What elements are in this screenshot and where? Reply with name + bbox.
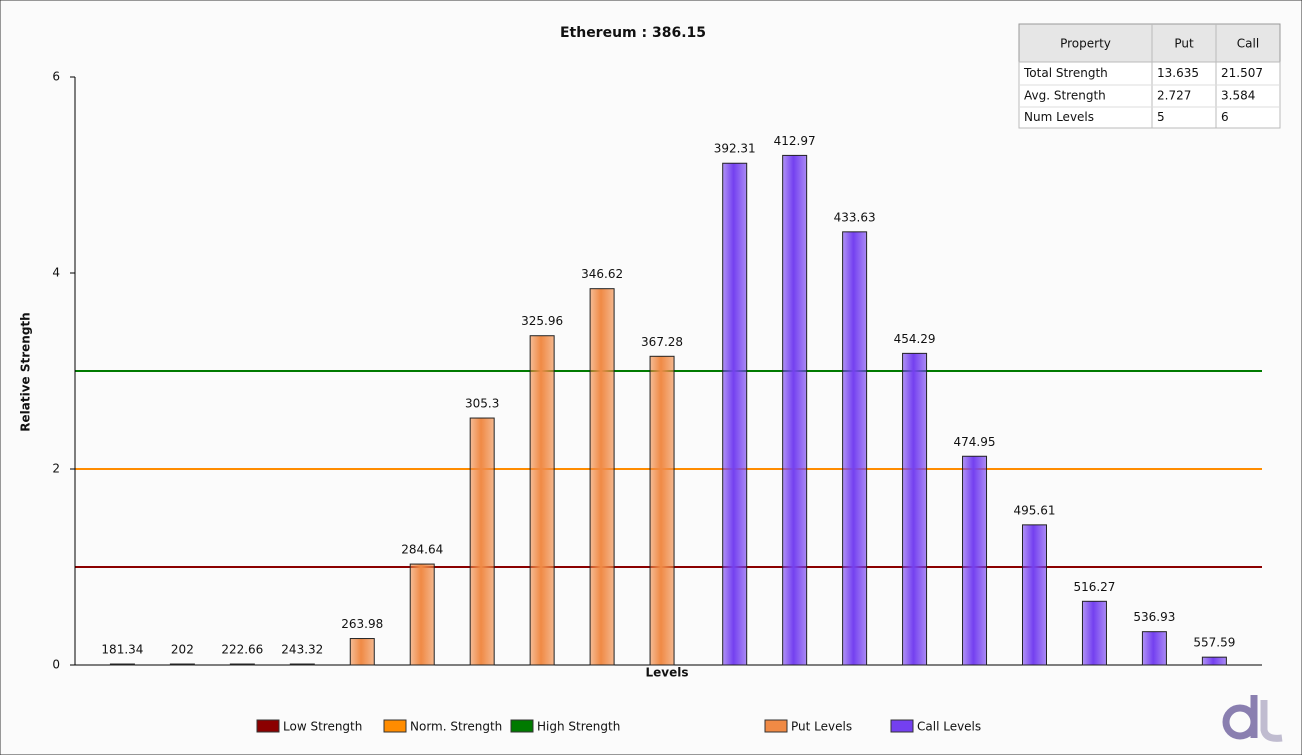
bar xyxy=(169,663,195,666)
bar xyxy=(782,154,808,666)
table-cell: Avg. Strength xyxy=(1024,89,1106,103)
legend-swatch xyxy=(256,719,280,733)
bar xyxy=(1141,631,1167,666)
bar-level-label: 536.93 xyxy=(1133,610,1175,624)
bar xyxy=(109,663,135,666)
table-header: Property xyxy=(1060,37,1111,51)
legend-swatch xyxy=(890,719,914,733)
bar xyxy=(842,231,868,666)
legend-label: Call Levels xyxy=(917,720,981,734)
y-tick-label: 2 xyxy=(52,462,60,476)
bar-level-label: 367.28 xyxy=(641,335,683,349)
legend-swatch xyxy=(764,719,788,733)
y-axis-label: Relative Strength xyxy=(19,312,33,431)
x-axis-label: Levels xyxy=(645,666,688,680)
bar-level-label: 516.27 xyxy=(1073,580,1115,594)
bar xyxy=(1021,524,1047,666)
chart-title: Ethereum : 386.15 xyxy=(560,25,706,41)
bar-level-label: 222.66 xyxy=(221,643,263,657)
table-cell: Num Levels xyxy=(1024,110,1094,124)
table-header: Put xyxy=(1174,37,1194,51)
bar-level-label: 392.31 xyxy=(714,142,756,156)
bar xyxy=(902,352,928,666)
table-cell: 6 xyxy=(1221,110,1229,124)
table-cell: 5 xyxy=(1157,110,1165,124)
table-header-bg xyxy=(1018,23,1281,63)
bar xyxy=(349,638,375,666)
table-cell: 3.584 xyxy=(1221,89,1255,103)
bar xyxy=(409,563,435,666)
property-table: Property Put Call Total Strength 13.635 21.50… xyxy=(1018,23,1281,129)
bar-level-label: 243.32 xyxy=(281,643,323,657)
bar-level-label: 263.98 xyxy=(341,617,383,631)
bar-level-label: 202 xyxy=(171,643,194,657)
logo xyxy=(1222,695,1283,742)
bar xyxy=(962,455,988,666)
legend-swatch xyxy=(510,719,534,733)
bar xyxy=(649,355,675,666)
table-cell: 2.727 xyxy=(1157,89,1191,103)
table-body-bg xyxy=(1018,61,1281,129)
bar xyxy=(589,288,615,666)
bar-level-label: 346.62 xyxy=(581,267,623,281)
bar-level-label: 325.96 xyxy=(521,314,563,328)
legend-label: Norm. Strength xyxy=(410,720,502,734)
bar xyxy=(1201,656,1227,666)
bar-level-label: 557.59 xyxy=(1193,636,1235,650)
bar-level-label: 305.3 xyxy=(465,397,499,411)
bar xyxy=(1081,600,1107,666)
bar-level-label: 412.97 xyxy=(774,134,816,148)
bar-level-label: 495.61 xyxy=(1013,503,1055,517)
bar-level-label: 454.29 xyxy=(894,332,936,346)
legend-label: Low Strength xyxy=(283,720,362,734)
legend-swatch xyxy=(383,719,407,733)
legend-label: High Strength xyxy=(537,720,620,734)
table-cell: 21.507 xyxy=(1221,66,1263,80)
bar-level-label: 284.64 xyxy=(401,543,443,557)
bar xyxy=(229,663,255,666)
bar-level-label: 474.95 xyxy=(954,435,996,449)
table-cell: 13.635 xyxy=(1157,66,1199,80)
y-tick-label: 6 xyxy=(52,70,60,84)
table-cell: Total Strength xyxy=(1023,66,1108,80)
y-tick-label: 0 xyxy=(52,658,60,672)
bar-level-label: 433.63 xyxy=(834,210,876,224)
bar-level-label: 181.34 xyxy=(101,643,143,657)
bar xyxy=(722,162,748,666)
table-header: Call xyxy=(1237,37,1259,51)
bar xyxy=(289,663,315,666)
y-tick-label: 4 xyxy=(52,266,60,280)
bar xyxy=(529,335,555,666)
legend-label: Put Levels xyxy=(791,720,852,734)
bar xyxy=(469,417,495,666)
